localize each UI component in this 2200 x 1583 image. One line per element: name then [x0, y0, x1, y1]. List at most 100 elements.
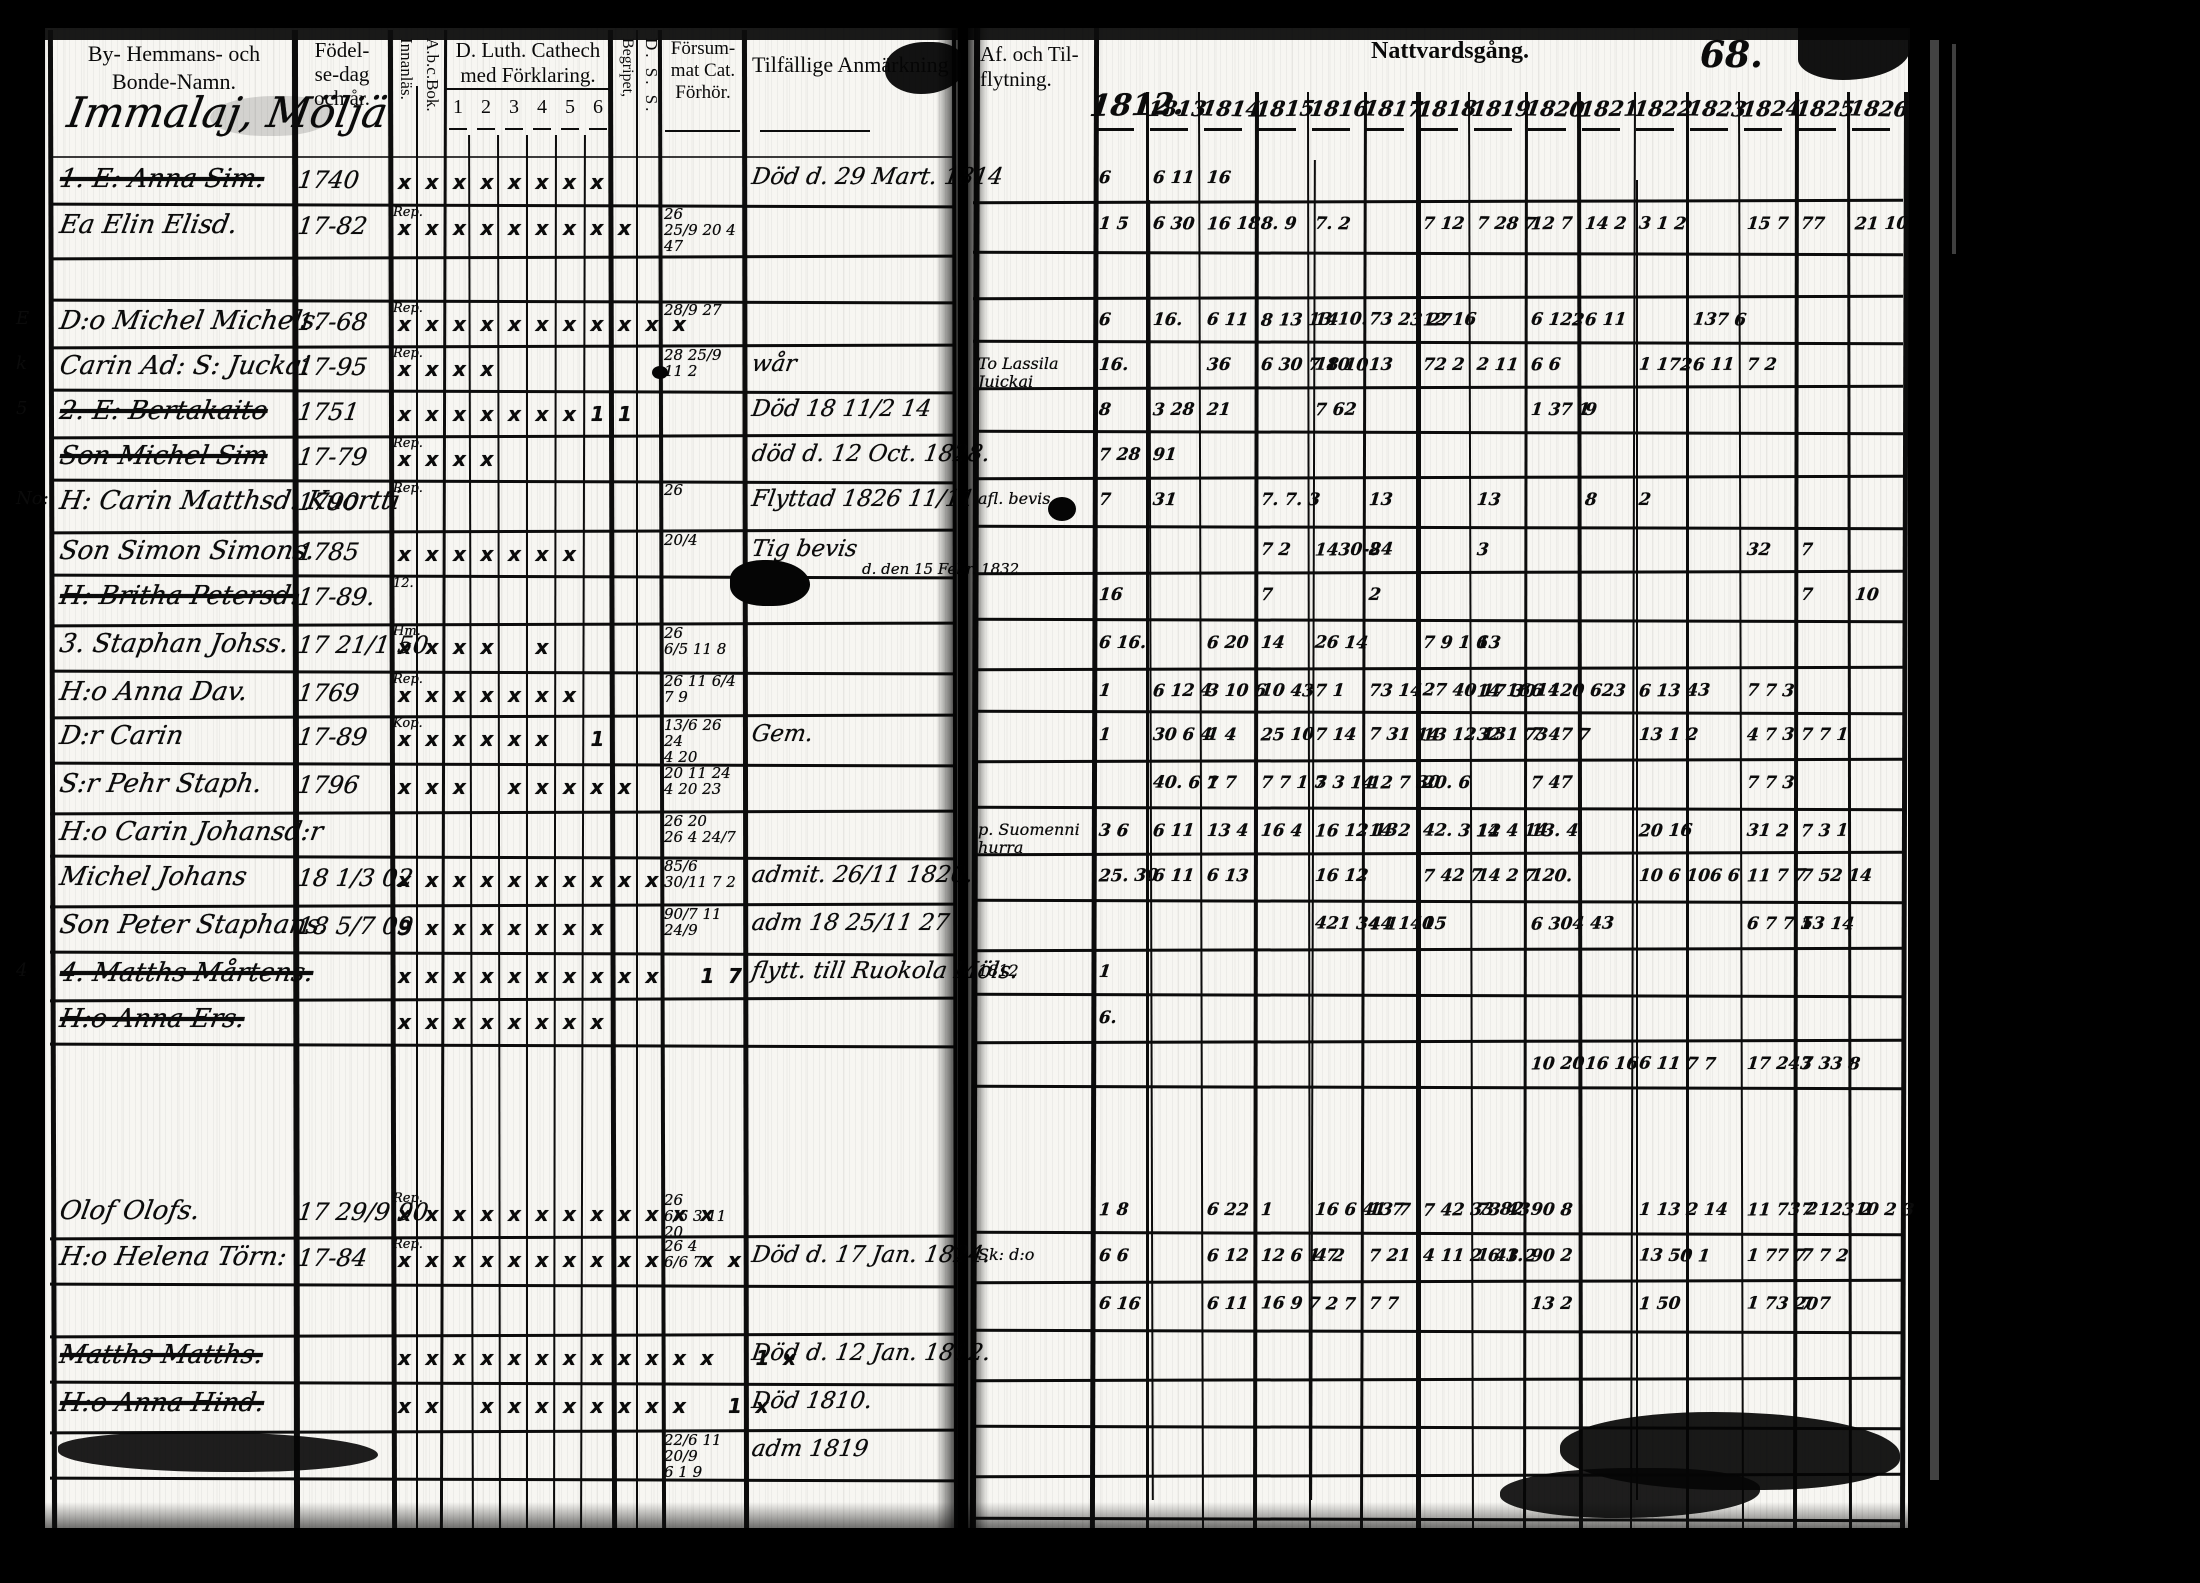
- communion-entry: 7 7 1: [1799, 725, 1850, 745]
- catechism-mark: x: [508, 727, 521, 751]
- exam-numbers: 22/6 11 20/9 6 1 9: [664, 1431, 722, 1482]
- catechism-mark: x: [535, 1248, 549, 1272]
- catechism-mark: x: [480, 1346, 494, 1370]
- communion-entry: 1 43 2: [1475, 1245, 1538, 1267]
- communion-entry: 16 12: [1313, 866, 1370, 886]
- communion-entry: 6 20: [1206, 632, 1250, 654]
- communion-entry: 7: [1800, 539, 1814, 561]
- communion-entry: 3 3 14: [1313, 772, 1376, 794]
- catechism-mark: x: [590, 1010, 604, 1034]
- catechism-mark: x: [535, 775, 549, 799]
- catechism-mark: x: [590, 964, 604, 988]
- entry-name: 4. Matths Mårtens.: [57, 958, 316, 988]
- catechism-mark: x: [480, 1394, 494, 1418]
- exam-numbers: 13/6 26 24 4 20: [664, 716, 722, 767]
- catechism-mark: x: [453, 312, 466, 336]
- communion-entry: 31: [1151, 489, 1178, 511]
- catechism-mark: x: [453, 775, 466, 799]
- year-label: 1815: [1254, 95, 1317, 122]
- communion-entry: 6 304 43: [1530, 913, 1615, 935]
- exam-numbers: 85/6 30/11 7 2: [664, 857, 736, 892]
- catechism-mark: x: [453, 216, 466, 240]
- margin-mark: E: [16, 308, 30, 329]
- communion-entry: 7: [1097, 490, 1112, 510]
- communion-entry: 8: [1367, 540, 1382, 560]
- year-underline: [1150, 128, 1188, 131]
- catechism-mark: x: [563, 775, 576, 799]
- birth-year: 1740: [296, 166, 362, 194]
- communion-entry: 7 7 3: [1745, 773, 1796, 793]
- catechism-mark: x: [480, 357, 494, 381]
- header-rule: [665, 130, 740, 132]
- page-edge-sliver: [1952, 44, 1956, 254]
- catechism-mark: x: [508, 1010, 521, 1034]
- birth-year: 1751: [296, 398, 362, 426]
- migration-note: To Lassila Juickai: [978, 354, 1059, 391]
- exam-numbers: 26 11 6/4 7 9: [664, 672, 736, 707]
- exam-numbers: 26 25/9 20 4 47: [664, 205, 736, 256]
- catechism-mark: x: [645, 1202, 659, 1226]
- reading-note: Rep.: [393, 672, 423, 687]
- catechism-mark: x: [425, 1248, 439, 1272]
- ink-blot: [1500, 1468, 1760, 1518]
- communion-entry: 20. 6: [1421, 773, 1472, 793]
- communion-entry: 9: [1583, 399, 1599, 421]
- communion-entry: 10: [1853, 584, 1880, 606]
- year-underline: [1096, 128, 1134, 131]
- catechism-mark: x: [508, 775, 521, 799]
- year-label: 1819: [1470, 96, 1533, 121]
- column-header-name: By- Hemmans- och Bonde-Namn.: [87, 41, 261, 94]
- column-line: [416, 86, 418, 1528]
- communion-entry: 6 11: [1692, 354, 1736, 376]
- communion-entry: 20 16: [1638, 820, 1694, 842]
- entry-name: H:o Anna Dav.: [57, 677, 251, 707]
- year-underline: [1852, 128, 1890, 131]
- communion-entry: 13: [1368, 489, 1394, 511]
- birth-year: 1790: [296, 488, 362, 516]
- communion-entry: 4 2: [1313, 1245, 1346, 1267]
- catechism-mark: x: [563, 1346, 576, 1370]
- entry-name: Michel Johans: [57, 862, 250, 892]
- communion-entry: 6 16.: [1097, 633, 1148, 653]
- catechism-mark: x: [398, 868, 411, 892]
- grade-underline: [533, 128, 551, 130]
- exam-numbers: 26: [664, 481, 684, 499]
- year-underline: [1744, 128, 1782, 131]
- communion-entry: 30 6 4: [1151, 725, 1214, 745]
- catechism-mark: x: [563, 683, 576, 707]
- catechism-mark: x: [700, 1202, 714, 1226]
- communion-entry: 90 8: [1529, 1199, 1574, 1221]
- catechism-mark: x: [398, 635, 411, 659]
- column-line: [1636, 180, 1638, 1500]
- communion-entry: 14: [1259, 633, 1286, 653]
- catechism-mark: x: [480, 542, 494, 566]
- communion-entry: 7 1: [1314, 680, 1346, 702]
- communion-entry: 6 11: [1584, 309, 1628, 331]
- catechism-mark: x: [508, 1394, 521, 1418]
- exam-numbers: 28 25/9 11 2: [664, 346, 722, 381]
- communion-entry: 7 47: [1530, 772, 1574, 794]
- catechism-mark: x: [673, 1346, 686, 1370]
- year-underline: [1690, 128, 1728, 131]
- catechism-mark: x: [535, 170, 549, 194]
- catechism-mark: x: [480, 727, 494, 751]
- communion-entry: 6 30: [1151, 213, 1196, 235]
- communion-entry: 7 33 8: [1799, 1053, 1862, 1075]
- catechism-mark: x: [425, 727, 439, 751]
- communion-entry: 6: [1098, 309, 1112, 331]
- communion-entry: 16: [1098, 584, 1124, 606]
- header-rule: [760, 130, 870, 132]
- catechism-mark: x: [453, 727, 466, 751]
- page-edge-sliver: [1930, 40, 1939, 1480]
- communion-entry: 6 22: [1205, 1199, 1250, 1221]
- catechism-mark: x: [480, 402, 494, 426]
- grade-underline: [449, 128, 467, 130]
- reading-note: Rep.: [393, 346, 423, 361]
- page-number: 68.: [1700, 34, 1763, 76]
- year-label: 1814: [1200, 95, 1263, 122]
- catechism-mark: x: [453, 635, 466, 659]
- year-underline: [1420, 128, 1458, 131]
- communion-entry: 7. 2: [1313, 213, 1352, 235]
- catechism-mark: x: [425, 964, 439, 988]
- catechism-mark: x: [590, 1394, 604, 1418]
